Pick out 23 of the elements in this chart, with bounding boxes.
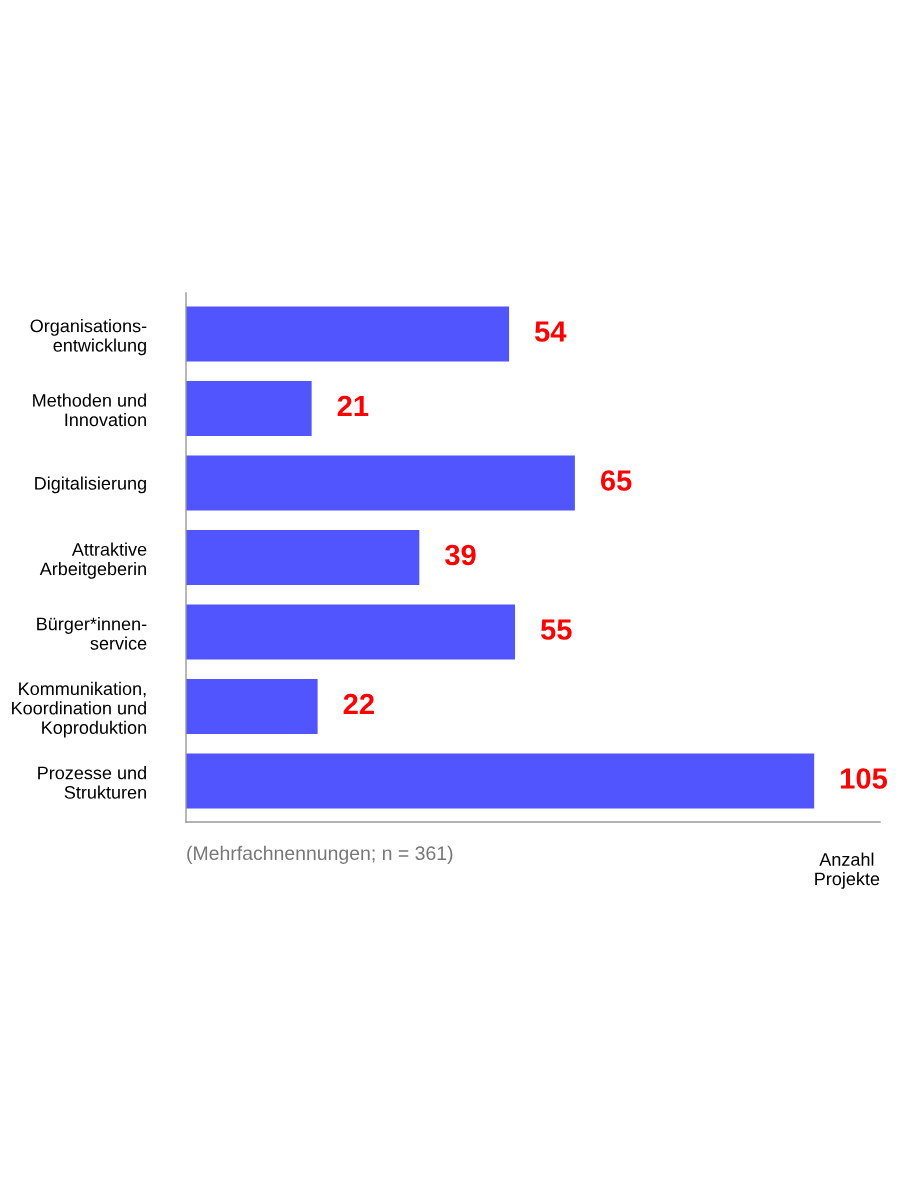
y-tick-label: Bürger*innen- service <box>37 617 147 650</box>
data-label: 39 <box>445 544 476 566</box>
y-tick-label: Methoden und Innovation <box>33 393 146 427</box>
bar <box>186 604 516 660</box>
data-label: 65 <box>600 470 632 491</box>
y-tick-label: Prozesse und Strukturen <box>38 766 146 799</box>
data-label: 21 <box>337 395 369 417</box>
bar <box>186 455 575 511</box>
y-tick-label: Attraktive Arbeitgeberin <box>39 542 147 579</box>
data-label: 105 <box>841 768 888 789</box>
x-axis-title: Anzahl Projekte <box>815 852 880 889</box>
bar <box>186 380 312 437</box>
data-label: 22 <box>343 693 374 715</box>
bar <box>186 306 510 362</box>
text: (Mehrfachnennungen; n = 361) <box>187 845 453 864</box>
bar <box>186 678 318 735</box>
bar <box>186 753 815 809</box>
y-tick-label: Digitalisierung <box>35 476 146 494</box>
y-tick-label: Kommunikation, Koordination und Koproduktion <box>12 681 146 738</box>
bar <box>186 529 420 586</box>
y-tick-label: Organisations- entwicklung <box>30 319 147 356</box>
data-label: 55 <box>540 619 572 640</box>
data-label: 54 <box>534 321 567 342</box>
